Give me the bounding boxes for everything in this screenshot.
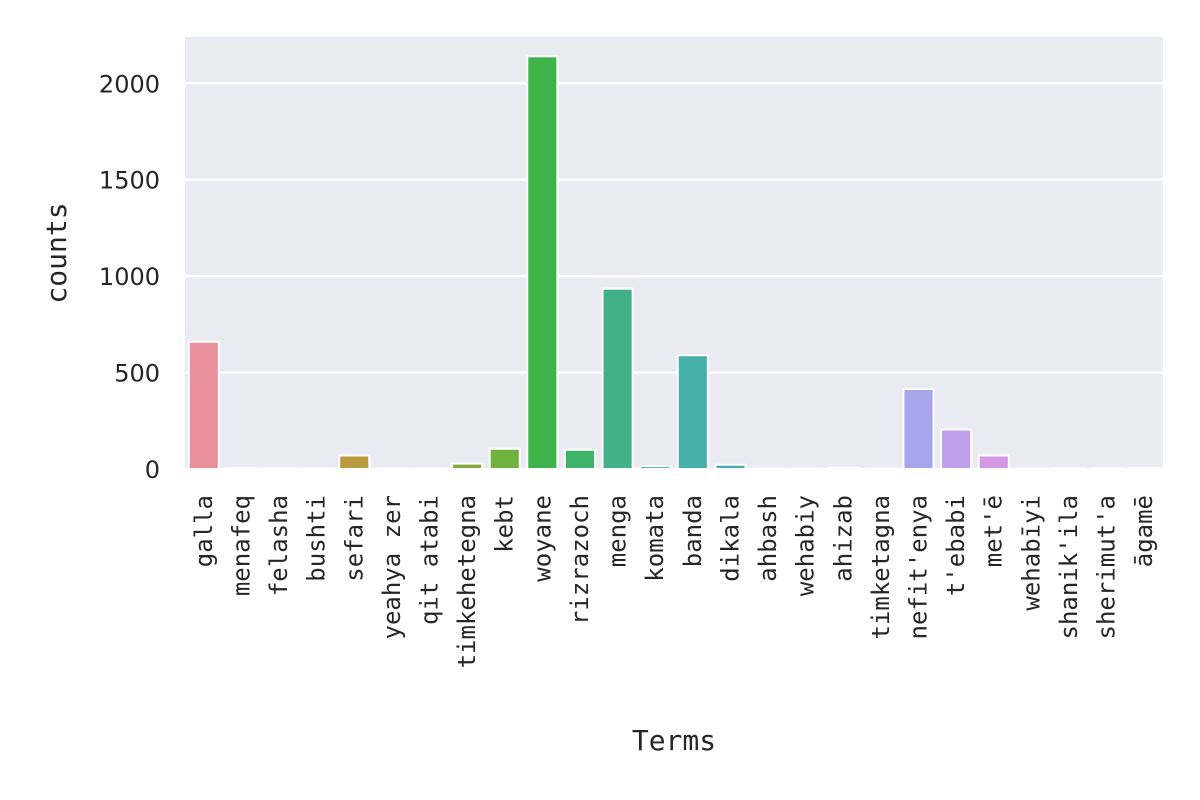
y-tick-label: 500 bbox=[114, 360, 160, 388]
x-tick-label: timketagna bbox=[867, 495, 895, 640]
bar--gam- bbox=[1128, 467, 1161, 470]
bar-komata bbox=[639, 465, 672, 471]
bar-sefari bbox=[338, 454, 371, 470]
bar-sherimut-a bbox=[1090, 467, 1123, 471]
x-tick-label: sefari bbox=[340, 495, 368, 582]
x-tick-label: dikala bbox=[716, 495, 744, 582]
x-tick-label: ahbash bbox=[754, 495, 782, 582]
y-tick-labels: 0 500 1000 1500 2000 bbox=[99, 70, 160, 484]
bar-met- bbox=[977, 454, 1010, 470]
x-tick-label: ahizab bbox=[829, 495, 857, 582]
x-tick-label: met'ē bbox=[980, 495, 1008, 567]
bar-t-ebabi bbox=[940, 428, 973, 471]
x-tick-label: shanik'ila bbox=[1055, 495, 1083, 640]
bar-bushti bbox=[300, 467, 333, 470]
x-tick-label: wehabīyi bbox=[1017, 495, 1045, 611]
x-tick-label: bushti bbox=[303, 495, 331, 582]
bar-dikala bbox=[714, 463, 747, 470]
x-tick-label: kebt bbox=[491, 495, 519, 553]
bar-menafeq bbox=[225, 467, 258, 470]
bar-kebt bbox=[488, 447, 521, 470]
bar-menga bbox=[601, 287, 634, 470]
bar-banda bbox=[676, 354, 709, 471]
bar-felasha bbox=[262, 467, 296, 471]
x-tick-label: felasha bbox=[265, 495, 293, 596]
x-tick-label: galla bbox=[190, 495, 218, 567]
bar-timkehetegna bbox=[451, 462, 484, 471]
x-tick-label: banda bbox=[679, 495, 707, 567]
x-tick-label: t'ebabi bbox=[942, 495, 970, 596]
bar-rizrazoch bbox=[563, 448, 597, 471]
y-tick-label: 1500 bbox=[99, 167, 160, 195]
x-axis-label: Terms bbox=[632, 724, 716, 757]
bar-qit-atabi bbox=[413, 467, 446, 470]
bar-shanik-ila bbox=[1052, 467, 1086, 471]
x-tick-label: komata bbox=[641, 495, 669, 582]
x-tick-label: woyane bbox=[528, 495, 556, 582]
bar-ahizab bbox=[827, 466, 860, 471]
x-tick-label: rizrazoch bbox=[566, 495, 594, 625]
x-tick-label: menafeq bbox=[227, 495, 255, 596]
x-tick-label: qit atabi bbox=[416, 495, 444, 625]
y-tick-label: 0 bbox=[145, 456, 160, 484]
y-axis-label: counts bbox=[40, 202, 73, 303]
plot-area bbox=[185, 37, 1163, 469]
x-tick-label: yeahya zer bbox=[378, 495, 406, 640]
x-tick-label: timkehetegna bbox=[453, 495, 481, 668]
x-tick-label: wehabiy bbox=[792, 495, 820, 596]
x-tick-label: āgamē bbox=[1130, 495, 1158, 567]
bar-nefit-enya bbox=[902, 387, 935, 471]
bar-woyane bbox=[526, 55, 559, 471]
bar-galla bbox=[187, 340, 220, 471]
x-tick-labels: galla menafeq felasha bushti sefari yeahya ze… bbox=[190, 495, 1158, 668]
y-tick-label: 1000 bbox=[99, 263, 160, 291]
y-tick-label: 2000 bbox=[99, 70, 160, 98]
x-tick-label: menga bbox=[604, 495, 632, 567]
x-tick-label: nefit'enya bbox=[905, 495, 933, 640]
bars bbox=[187, 55, 1161, 471]
x-tick-label: sherimut'a bbox=[1093, 495, 1121, 640]
